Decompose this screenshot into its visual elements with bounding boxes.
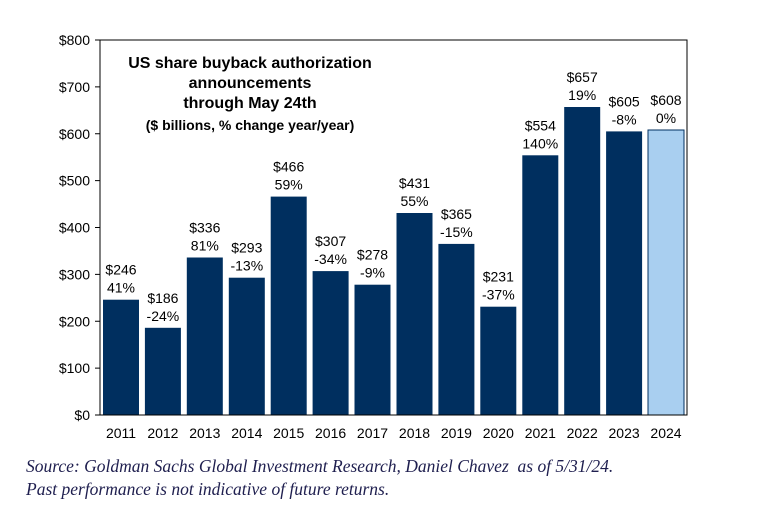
- x-tick-label-2015: 2015: [273, 425, 304, 441]
- x-tick-label-2014: 2014: [231, 425, 262, 441]
- pct-label-2024: 0%: [656, 110, 676, 126]
- value-label-2013: $336: [189, 220, 220, 236]
- bar-2014: [228, 277, 265, 415]
- pct-label-2023: -8%: [612, 111, 637, 127]
- bar-2024: [647, 129, 685, 416]
- bar-2015: [270, 196, 307, 415]
- y-tick-label-200: $200: [59, 313, 90, 329]
- source-note: Source: Goldman Sachs Global Investment …: [26, 455, 766, 501]
- value-label-2019: $365: [441, 206, 472, 222]
- pct-label-2012: -24%: [147, 308, 180, 324]
- x-tick-label-2021: 2021: [525, 425, 556, 441]
- value-label-2017: $278: [357, 247, 388, 263]
- y-tick-label-800: $800: [59, 32, 90, 48]
- chart-subtitle: ($ billions, % change year/year): [146, 117, 355, 133]
- pct-label-2014: -13%: [230, 258, 263, 274]
- pct-label-2022: 19%: [568, 87, 596, 103]
- pct-label-2013: 81%: [191, 238, 219, 254]
- value-label-2016: $307: [315, 233, 346, 249]
- value-label-2023: $605: [609, 93, 640, 109]
- pct-label-2017: -9%: [360, 265, 385, 281]
- bar-2023: [606, 131, 643, 415]
- title-line-1: US share buyback authorization: [128, 55, 372, 72]
- pct-label-2016: -34%: [314, 251, 347, 267]
- source-line-1: Source: Goldman Sachs Global Investment …: [26, 456, 614, 476]
- value-label-2014: $293: [231, 240, 262, 256]
- x-tick-label-2012: 2012: [147, 425, 178, 441]
- value-label-2011: $246: [105, 262, 136, 278]
- bar-2016: [312, 271, 349, 415]
- y-tick-label-0: $0: [74, 407, 90, 423]
- bars-group: [103, 107, 685, 416]
- value-label-2024: $608: [650, 92, 681, 108]
- source-line-2: Past performance is not indicative of fu…: [26, 479, 390, 499]
- bar-2013: [186, 257, 223, 415]
- value-label-2020: $231: [483, 269, 514, 285]
- y-tick-label-600: $600: [59, 126, 90, 142]
- value-label-2015: $466: [273, 159, 304, 175]
- x-tick-label-2016: 2016: [315, 425, 346, 441]
- bar-2022: [564, 107, 601, 415]
- y-tick-label-100: $100: [59, 360, 90, 376]
- bar-2020: [480, 306, 517, 415]
- pct-label-2015: 59%: [275, 177, 303, 193]
- value-label-2021: $554: [525, 117, 556, 133]
- x-tick-label-2024: 2024: [650, 425, 681, 441]
- x-tick-label-2017: 2017: [357, 425, 388, 441]
- y-tick-label-700: $700: [59, 79, 90, 95]
- chart-title: US share buyback authorization announcem…: [128, 55, 372, 133]
- pct-label-2011: 41%: [107, 280, 135, 296]
- bar-2017: [354, 284, 391, 415]
- y-tick-label-500: $500: [59, 173, 90, 189]
- bar-2011: [103, 299, 139, 415]
- title-line-3: through May 24th: [183, 95, 316, 112]
- y-tick-label-400: $400: [59, 220, 90, 236]
- pct-label-2018: 55%: [400, 193, 428, 209]
- bar-chart: $246 41% $186 -24% $336 81% $293 -13% $466 59% $30…: [59, 32, 688, 441]
- pct-label-2021: 140%: [522, 135, 558, 151]
- x-tick-label-2019: 2019: [441, 425, 472, 441]
- x-tick-label-2018: 2018: [399, 425, 430, 441]
- axes-group: 2011 2012 2013 2014 2015 2016 2017 2018 2019 2020…: [59, 32, 688, 441]
- bar-2012: [144, 327, 181, 415]
- value-label-2022: $657: [567, 69, 598, 85]
- x-tick-label-2011: 2011: [106, 425, 136, 441]
- x-tick-label-2023: 2023: [609, 425, 640, 441]
- y-tick-label-300: $300: [59, 266, 90, 282]
- bar-2018: [396, 213, 433, 415]
- bar-2021: [522, 155, 559, 416]
- value-label-2012: $186: [147, 290, 178, 306]
- data-labels-group: $246 41% $186 -24% $336 81% $293 -13% $466 59% $30…: [105, 69, 681, 324]
- value-label-2018: $431: [399, 175, 430, 191]
- x-tick-label-2022: 2022: [567, 425, 598, 441]
- pct-label-2020: -37%: [482, 287, 515, 303]
- x-tick-label-2020: 2020: [483, 425, 514, 441]
- x-tick-label-2013: 2013: [189, 425, 220, 441]
- bar-2019: [438, 243, 475, 415]
- pct-label-2019: -15%: [440, 224, 473, 240]
- title-line-2: announcements: [189, 75, 312, 92]
